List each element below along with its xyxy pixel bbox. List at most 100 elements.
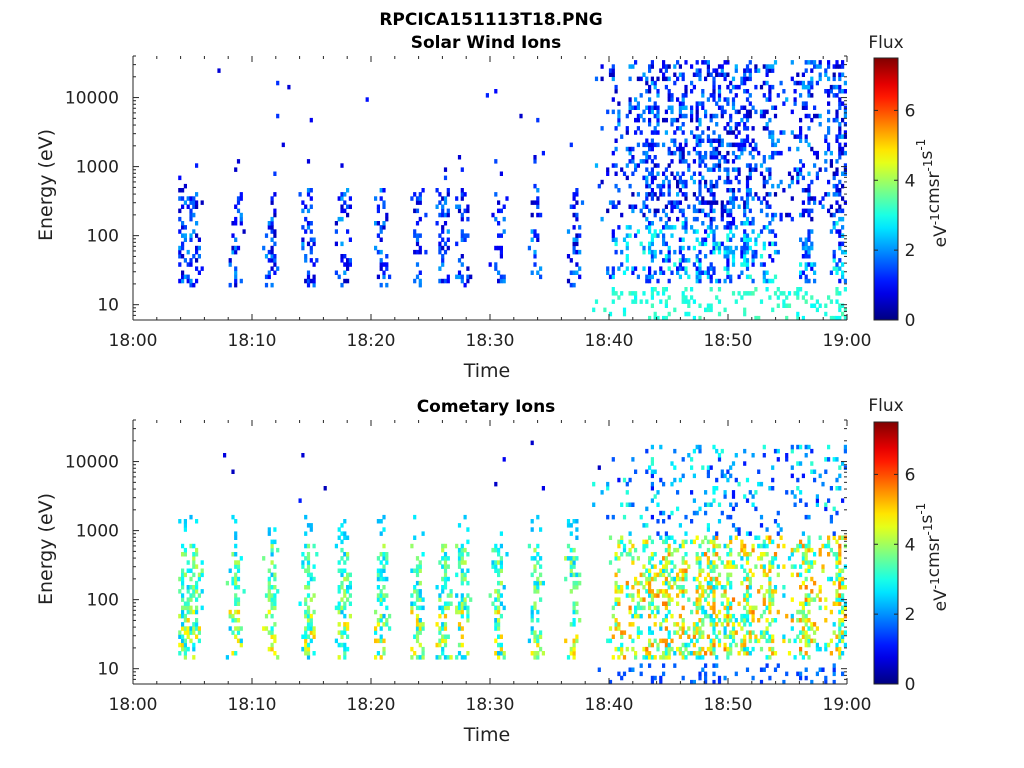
flux-pixel	[348, 585, 352, 590]
flux-pixel	[617, 646, 621, 652]
flux-pixel	[726, 167, 730, 172]
flux-pixel	[720, 64, 724, 69]
flux-pixel	[768, 675, 772, 681]
flux-pixel	[676, 117, 680, 123]
flux-pixel	[628, 539, 632, 545]
flux-pixel	[729, 237, 733, 242]
flux-pixel	[841, 622, 845, 627]
flux-pixel	[460, 572, 464, 578]
flux-pixel	[569, 589, 573, 594]
flux-pixel	[441, 626, 445, 631]
flux-pixel	[625, 502, 629, 507]
flux-pixel	[751, 258, 755, 263]
flux-pixel	[410, 543, 414, 549]
flux-pixel	[653, 469, 657, 474]
flux-pixel	[650, 142, 654, 148]
flux-pixel	[785, 212, 789, 218]
flux-pixel	[178, 188, 182, 193]
flux-pixel	[273, 171, 277, 176]
flux-pixel	[648, 465, 652, 470]
flux-pixel	[768, 605, 772, 611]
flux-pixel	[382, 564, 386, 569]
flux-pixel	[790, 444, 794, 450]
flux-pixel	[413, 634, 417, 639]
flux-pixel	[726, 514, 730, 520]
flux-pixel	[449, 601, 453, 606]
flux-pixel	[415, 580, 420, 586]
flux-pixel	[673, 651, 677, 656]
flux-pixel	[455, 655, 459, 660]
flux-pixel	[236, 618, 241, 623]
flux-pixel	[698, 163, 702, 168]
flux-pixel	[762, 93, 766, 98]
flux-pixel	[726, 543, 730, 549]
flux-pixel	[382, 543, 386, 549]
flux-pixel	[835, 593, 839, 598]
flux-pixel	[695, 278, 699, 284]
flux-pixel	[765, 638, 769, 644]
flux-pixel	[838, 303, 842, 308]
flux-pixel	[832, 84, 836, 90]
flux-pixel	[759, 514, 764, 520]
flux-pixel	[664, 315, 668, 321]
flux-pixel	[340, 241, 344, 247]
flux-pixel	[530, 200, 534, 205]
flux-pixel	[189, 200, 193, 205]
flux-pixel	[413, 278, 417, 284]
flux-pixel	[346, 597, 350, 602]
flux-pixel	[236, 208, 241, 214]
flux-pixel	[642, 212, 646, 218]
flux-pixel	[673, 663, 677, 668]
flux-pixel	[768, 241, 772, 247]
flux-pixel	[695, 138, 699, 143]
flux-pixel	[701, 465, 705, 470]
flux-pixel	[690, 651, 694, 656]
flux-pixel	[762, 109, 766, 115]
flux-pixel	[572, 572, 576, 578]
flux-pixel	[813, 105, 817, 110]
flux-pixel	[745, 245, 750, 251]
flux-pixel	[704, 109, 708, 115]
flux-pixel	[698, 192, 702, 197]
flux-pixel	[653, 494, 657, 499]
flux-pixel	[684, 216, 688, 222]
flux-pixel	[376, 519, 380, 524]
flux-pixel	[617, 539, 621, 545]
flux-pixel	[723, 675, 727, 681]
flux-pixel	[678, 543, 682, 549]
flux-pixel	[625, 233, 629, 238]
flux-pixel	[340, 547, 344, 553]
flux-pixel	[569, 564, 573, 569]
flux-pixel	[270, 593, 274, 598]
flux-pixel	[726, 270, 730, 275]
flux-pixel	[195, 626, 199, 631]
flux-pixel	[768, 97, 772, 102]
flux-pixel	[712, 183, 716, 189]
flux-pixel	[628, 622, 632, 627]
flux-pixel	[650, 159, 654, 164]
flux-pixel	[801, 80, 805, 86]
flux-pixel	[614, 585, 618, 590]
flux-pixel	[656, 163, 660, 168]
flux-pixel	[234, 560, 238, 565]
flux-pixel	[678, 159, 682, 164]
flux-pixel	[715, 576, 719, 582]
flux-pixel	[687, 597, 691, 602]
flux-pixel	[681, 266, 685, 271]
flux-pixel	[793, 167, 797, 172]
flux-pixel	[701, 138, 705, 143]
flux-pixel	[639, 113, 643, 119]
flux-pixel	[460, 605, 464, 611]
flux-pixel	[810, 547, 814, 553]
flux-pixel	[494, 605, 498, 611]
flux-pixel	[650, 589, 654, 594]
flux-pixel	[687, 258, 691, 263]
flux-pixel	[729, 221, 733, 226]
flux-pixel	[759, 523, 764, 528]
flux-pixel	[704, 254, 708, 259]
flux-pixel	[648, 221, 652, 226]
flux-pixel	[745, 498, 750, 503]
flux-pixel	[841, 274, 845, 280]
flux-pixel	[667, 514, 671, 520]
flux-pixel	[737, 122, 741, 127]
